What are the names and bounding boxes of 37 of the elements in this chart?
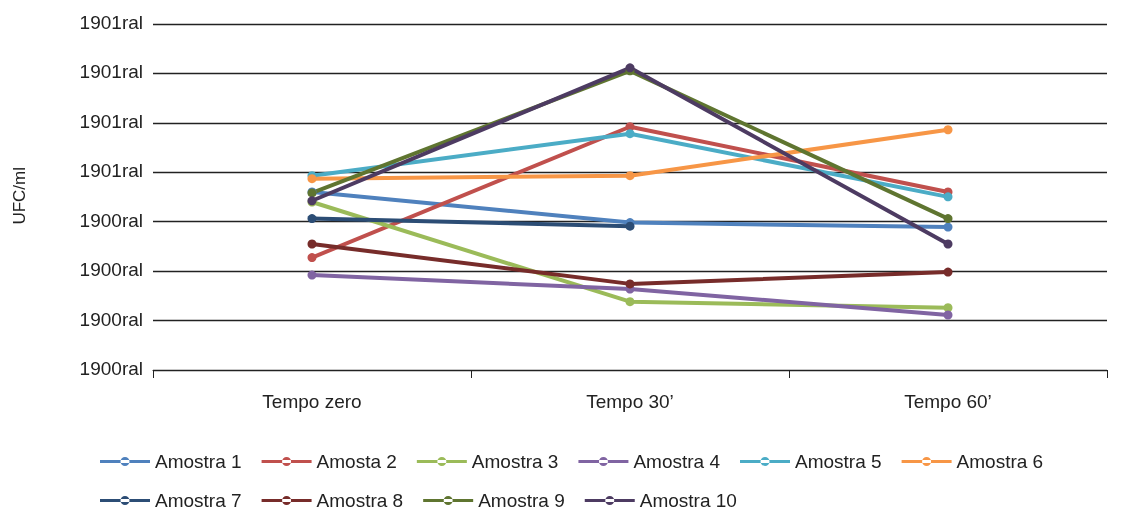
point: [307, 253, 317, 263]
point: [943, 125, 953, 135]
legend-label: Amostra 1: [155, 451, 242, 472]
text: 1900ral: [79, 259, 143, 281]
x-tick-label: Tempo 30’: [586, 391, 674, 412]
text: 1901ral: [79, 12, 143, 33]
point: [307, 239, 317, 249]
legend-label: Amostra 10: [639, 490, 737, 511]
point: [625, 279, 635, 289]
legend-label: Amostra 9: [478, 490, 565, 511]
text: 1900ral: [79, 308, 143, 330]
point: [307, 214, 317, 224]
point: [943, 222, 953, 232]
x-tick-label: Tempo zero: [262, 391, 362, 412]
point: [943, 214, 953, 224]
legend-label: Amostra 7: [155, 490, 242, 511]
point: [625, 129, 635, 139]
point: [625, 297, 635, 307]
point: [307, 270, 317, 280]
point: [943, 192, 953, 202]
legend-label: Amostra 3: [471, 451, 559, 472]
legend-label: Amostra 4: [633, 451, 721, 472]
text: 1901ral: [79, 61, 143, 83]
legend-label: Amostra 8: [316, 490, 404, 511]
text: 1901ral: [79, 160, 143, 182]
legend-label: Amostra 6: [956, 451, 1044, 472]
legend-label: Amostra 5: [795, 451, 882, 472]
point: [943, 310, 953, 320]
legend-label: Amosta 2: [316, 451, 397, 472]
text: UFC/ml: [10, 166, 29, 225]
text: 1901ral: [79, 110, 143, 132]
point: [625, 171, 635, 181]
text: 1900ral: [79, 209, 143, 231]
point: [943, 239, 953, 249]
x-tick-label: Tempo 60’: [904, 391, 992, 412]
text: 1900ral: [79, 358, 143, 379]
point: [943, 267, 953, 277]
